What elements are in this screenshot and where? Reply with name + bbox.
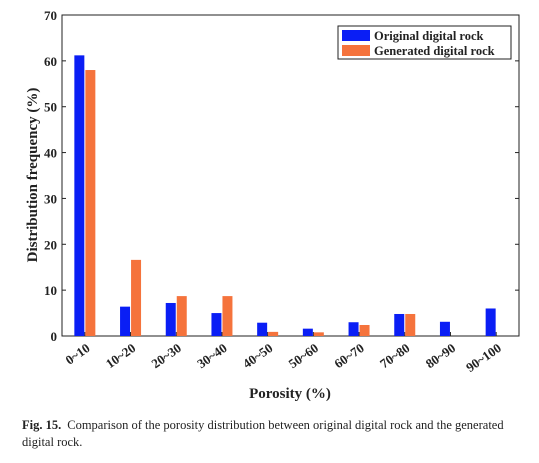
figure-label: Fig. 15.: [22, 418, 62, 432]
x-tick-label: 40~50: [240, 340, 275, 371]
bars: [74, 55, 496, 337]
figure-caption-text: Comparison of the porosity distribution …: [22, 418, 504, 449]
legend-label-generated: Generated digital rock: [374, 44, 495, 58]
x-tick-label: 0~10: [62, 340, 92, 367]
bar-generated: [131, 259, 142, 336]
legend: Original digital rock Generated digital …: [337, 25, 512, 60]
x-tick-label: 90~100: [463, 340, 504, 375]
x-tick-label: 80~90: [423, 340, 458, 371]
y-tick-label: 10: [44, 283, 57, 298]
bar-original: [211, 313, 222, 336]
bar-original: [485, 308, 496, 336]
y-axis: 0 10 20 30 40 50 60 70: [44, 8, 519, 344]
bar-original: [394, 313, 405, 336]
bar-generated: [313, 332, 324, 336]
y-tick-label: 50: [44, 100, 57, 115]
plot-area: [61, 14, 520, 337]
y-tick-label: 40: [44, 146, 57, 161]
bar-original: [302, 328, 313, 336]
x-axis-title: Porosity (%): [249, 386, 331, 402]
bar-generated: [222, 296, 233, 336]
x-axis: 0~10 10~20 20~30 30~40 40~50 50~60 60~70 70~80 8…: [62, 332, 504, 375]
legend-label-original: Original digital rock: [374, 29, 484, 43]
bar-original: [165, 302, 176, 336]
bar-generated: [85, 70, 96, 337]
bar-generated: [176, 296, 187, 336]
y-tick-label: 70: [44, 8, 57, 23]
bar-original: [348, 322, 359, 336]
y-axis-title: Distribution frequency (%): [25, 88, 41, 263]
y-tick-label: 0: [51, 329, 58, 344]
bar-original: [257, 322, 268, 336]
x-tick-label: 50~60: [286, 340, 321, 371]
figure-caption: Fig. 15. Comparison of the porosity distr…: [22, 417, 527, 451]
x-tick-label: 60~70: [331, 340, 366, 371]
porosity-bar-chart: 0 10 20 30 40 50 60 70 0~10 10~20 20~30 30~40 40~50…: [25, 8, 520, 402]
bar-original: [74, 55, 85, 337]
y-tick-label: 20: [44, 237, 57, 252]
legend-swatch-original: [342, 30, 370, 41]
bar-original: [120, 306, 131, 336]
y-tick-label: 60: [44, 54, 57, 69]
bar-generated: [359, 324, 370, 336]
x-tick-label: 10~20: [103, 340, 138, 371]
bar-generated: [268, 331, 279, 336]
y-tick-label: 30: [44, 191, 57, 206]
bar-original: [439, 321, 450, 336]
x-tick-label: 20~30: [149, 340, 184, 371]
x-tick-label: 30~40: [194, 340, 229, 371]
bar-generated: [405, 313, 416, 336]
x-tick-label: 70~80: [377, 340, 412, 371]
legend-swatch-generated: [342, 45, 370, 56]
